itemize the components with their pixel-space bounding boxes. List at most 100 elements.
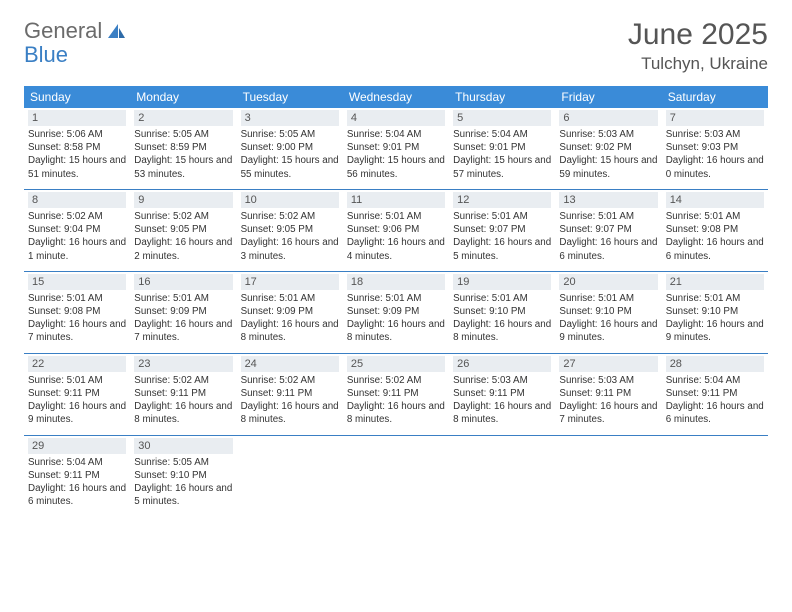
- day-cell: 6 Sunrise: 5:03 AMSunset: 9:02 PMDaylight…: [555, 108, 661, 189]
- sunrise-line: Sunrise: 5:04 AM: [347, 128, 445, 141]
- day-body: Sunrise: 5:01 AMSunset: 9:10 PMDaylight:…: [559, 292, 657, 345]
- sunrise-line: Sunrise: 5:01 AM: [666, 210, 764, 223]
- daylight-line: Daylight: 16 hours and 8 minutes.: [241, 318, 339, 344]
- day-body: Sunrise: 5:01 AMSunset: 9:09 PMDaylight:…: [134, 292, 232, 345]
- day-cell: 25Sunrise: 5:02 AMSunset: 9:11 PMDayligh…: [343, 354, 449, 435]
- day-body: Sunrise: 5:03 AMSunset: 9:02 PMDaylight:…: [559, 128, 657, 181]
- day-cell: 15Sunrise: 5:01 AMSunset: 9:08 PMDayligh…: [24, 272, 130, 353]
- day-number: 27: [559, 356, 657, 372]
- daylight-line: Daylight: 16 hours and 8 minutes.: [453, 400, 551, 426]
- brand-logo: General: [24, 18, 128, 44]
- day-cell: 16 Sunrise: 5:01 AMSunset: 9:09 PMDayligh…: [130, 272, 236, 353]
- day-cell: 21 Sunrise: 5:01 AMSunset: 9:10 PMDayligh…: [662, 272, 768, 353]
- sunrise-line: Sunrise: 5:02 AM: [347, 374, 445, 387]
- daylight-line: Daylight: 16 hours and 1 minute.: [28, 236, 126, 262]
- day-cell: 19Sunrise: 5:01 AMSunset: 9:10 PMDayligh…: [449, 272, 555, 353]
- brand-sail-icon: [106, 22, 126, 40]
- sunset-line: Sunset: 9:09 PM: [134, 305, 232, 318]
- day-cell: [343, 436, 449, 517]
- sunset-line: Sunset: 9:10 PM: [559, 305, 657, 318]
- sunset-line: Sunset: 9:11 PM: [559, 387, 657, 400]
- day-cell: 8Sunrise: 5:02 AMSunset: 9:04 PMDaylight…: [24, 190, 130, 271]
- day-body: Sunrise: 5:04 AMSunset: 9:01 PMDaylight:…: [347, 128, 445, 181]
- sunset-line: Sunset: 9:00 PM: [241, 141, 339, 154]
- brand-part1: General: [24, 18, 102, 44]
- sunrise-line: Sunrise: 5:01 AM: [453, 210, 551, 223]
- sunrise-line: Sunrise: 5:02 AM: [28, 210, 126, 223]
- day-body: Sunrise: 5:04 AMSunset: 9:11 PMDaylight:…: [28, 456, 126, 509]
- sunrise-line: Sunrise: 5:03 AM: [453, 374, 551, 387]
- sunrise-line: Sunrise: 5:05 AM: [134, 128, 232, 141]
- daylight-line: Daylight: 15 hours and 57 minutes.: [453, 154, 551, 180]
- day-number: 16: [134, 274, 232, 290]
- sunset-line: Sunset: 9:07 PM: [559, 223, 657, 236]
- day-cell: 22Sunrise: 5:01 AMSunset: 9:11 PMDayligh…: [24, 354, 130, 435]
- day-body: Sunrise: 5:03 AMSunset: 9:11 PMDaylight:…: [453, 374, 551, 427]
- day-number: 10: [241, 192, 339, 208]
- sunset-line: Sunset: 9:11 PM: [134, 387, 232, 400]
- daylight-line: Daylight: 16 hours and 9 minutes.: [28, 400, 126, 426]
- sunrise-line: Sunrise: 5:01 AM: [134, 292, 232, 305]
- day-body: Sunrise: 5:01 AMSunset: 9:09 PMDaylight:…: [347, 292, 445, 345]
- sunrise-line: Sunrise: 5:04 AM: [453, 128, 551, 141]
- title-block: June 2025 Tulchyn, Ukraine: [628, 18, 768, 74]
- day-cell: 26Sunrise: 5:03 AMSunset: 9:11 PMDayligh…: [449, 354, 555, 435]
- day-number: 5: [453, 110, 551, 126]
- day-body: Sunrise: 5:03 AMSunset: 9:11 PMDaylight:…: [559, 374, 657, 427]
- day-body: Sunrise: 5:01 AMSunset: 9:11 PMDaylight:…: [28, 374, 126, 427]
- sunrise-line: Sunrise: 5:02 AM: [241, 374, 339, 387]
- day-number: 18: [347, 274, 445, 290]
- sunset-line: Sunset: 9:10 PM: [134, 469, 232, 482]
- dow-friday: Friday: [555, 86, 661, 108]
- sunset-line: Sunset: 9:01 PM: [453, 141, 551, 154]
- sunrise-line: Sunrise: 5:02 AM: [241, 210, 339, 223]
- day-number: 8: [28, 192, 126, 208]
- day-body: Sunrise: 5:04 AMSunset: 9:11 PMDaylight:…: [666, 374, 764, 427]
- daylight-line: Daylight: 16 hours and 5 minutes.: [134, 482, 232, 508]
- daylight-line: Daylight: 15 hours and 55 minutes.: [241, 154, 339, 180]
- week-row: 8Sunrise: 5:02 AMSunset: 9:04 PMDaylight…: [24, 190, 768, 271]
- day-cell: 17 Sunrise: 5:01 AMSunset: 9:09 PMDayligh…: [237, 272, 343, 353]
- day-number: 6: [559, 110, 657, 126]
- day-number: 3: [241, 110, 339, 126]
- day-number: 1: [28, 110, 126, 126]
- sunset-line: Sunset: 9:03 PM: [666, 141, 764, 154]
- day-number: 17: [241, 274, 339, 290]
- sunrise-line: Sunrise: 5:01 AM: [347, 292, 445, 305]
- day-cell: 12Sunrise: 5:01 AMSunset: 9:07 PMDayligh…: [449, 190, 555, 271]
- day-body: Sunrise: 5:04 AMSunset: 9:01 PMDaylight:…: [453, 128, 551, 181]
- daylight-line: Daylight: 16 hours and 8 minutes.: [347, 318, 445, 344]
- day-cell: [662, 436, 768, 517]
- week-row: 1Sunrise: 5:06 AMSunset: 8:58 PMDaylight…: [24, 108, 768, 189]
- sunrise-line: Sunrise: 5:02 AM: [134, 210, 232, 223]
- sunset-line: Sunset: 9:11 PM: [28, 387, 126, 400]
- day-cell: [449, 436, 555, 517]
- sunrise-line: Sunrise: 5:01 AM: [241, 292, 339, 305]
- sunset-line: Sunset: 9:11 PM: [241, 387, 339, 400]
- dow-saturday: Saturday: [662, 86, 768, 108]
- daylight-line: Daylight: 15 hours and 53 minutes.: [134, 154, 232, 180]
- day-body: Sunrise: 5:02 AMSunset: 9:05 PMDaylight:…: [241, 210, 339, 263]
- sunrise-line: Sunrise: 5:01 AM: [666, 292, 764, 305]
- day-cell: 28Sunrise: 5:04 AMSunset: 9:11 PMDayligh…: [662, 354, 768, 435]
- day-number: 9: [134, 192, 232, 208]
- day-body: Sunrise: 5:01 AMSunset: 9:10 PMDaylight:…: [666, 292, 764, 345]
- day-body: Sunrise: 5:02 AMSunset: 9:11 PMDaylight:…: [241, 374, 339, 427]
- sunrise-line: Sunrise: 5:03 AM: [559, 128, 657, 141]
- daylight-line: Daylight: 16 hours and 8 minutes.: [347, 400, 445, 426]
- day-cell: 20Sunrise: 5:01 AMSunset: 9:10 PMDayligh…: [555, 272, 661, 353]
- sunrise-line: Sunrise: 5:03 AM: [559, 374, 657, 387]
- day-body: Sunrise: 5:01 AMSunset: 9:09 PMDaylight:…: [241, 292, 339, 345]
- daylight-line: Daylight: 16 hours and 6 minutes.: [559, 236, 657, 262]
- location: Tulchyn, Ukraine: [628, 54, 768, 74]
- day-cell: 2Sunrise: 5:05 AMSunset: 8:59 PMDaylight…: [130, 108, 236, 189]
- daylight-line: Daylight: 16 hours and 8 minutes.: [134, 400, 232, 426]
- day-number: 7: [666, 110, 764, 126]
- day-body: Sunrise: 5:05 AMSunset: 9:00 PMDaylight:…: [241, 128, 339, 181]
- daylight-line: Daylight: 16 hours and 8 minutes.: [453, 318, 551, 344]
- day-number: 30: [134, 438, 232, 454]
- day-number: 21: [666, 274, 764, 290]
- dow-tuesday: Tuesday: [237, 86, 343, 108]
- sunset-line: Sunset: 9:09 PM: [347, 305, 445, 318]
- day-number: 12: [453, 192, 551, 208]
